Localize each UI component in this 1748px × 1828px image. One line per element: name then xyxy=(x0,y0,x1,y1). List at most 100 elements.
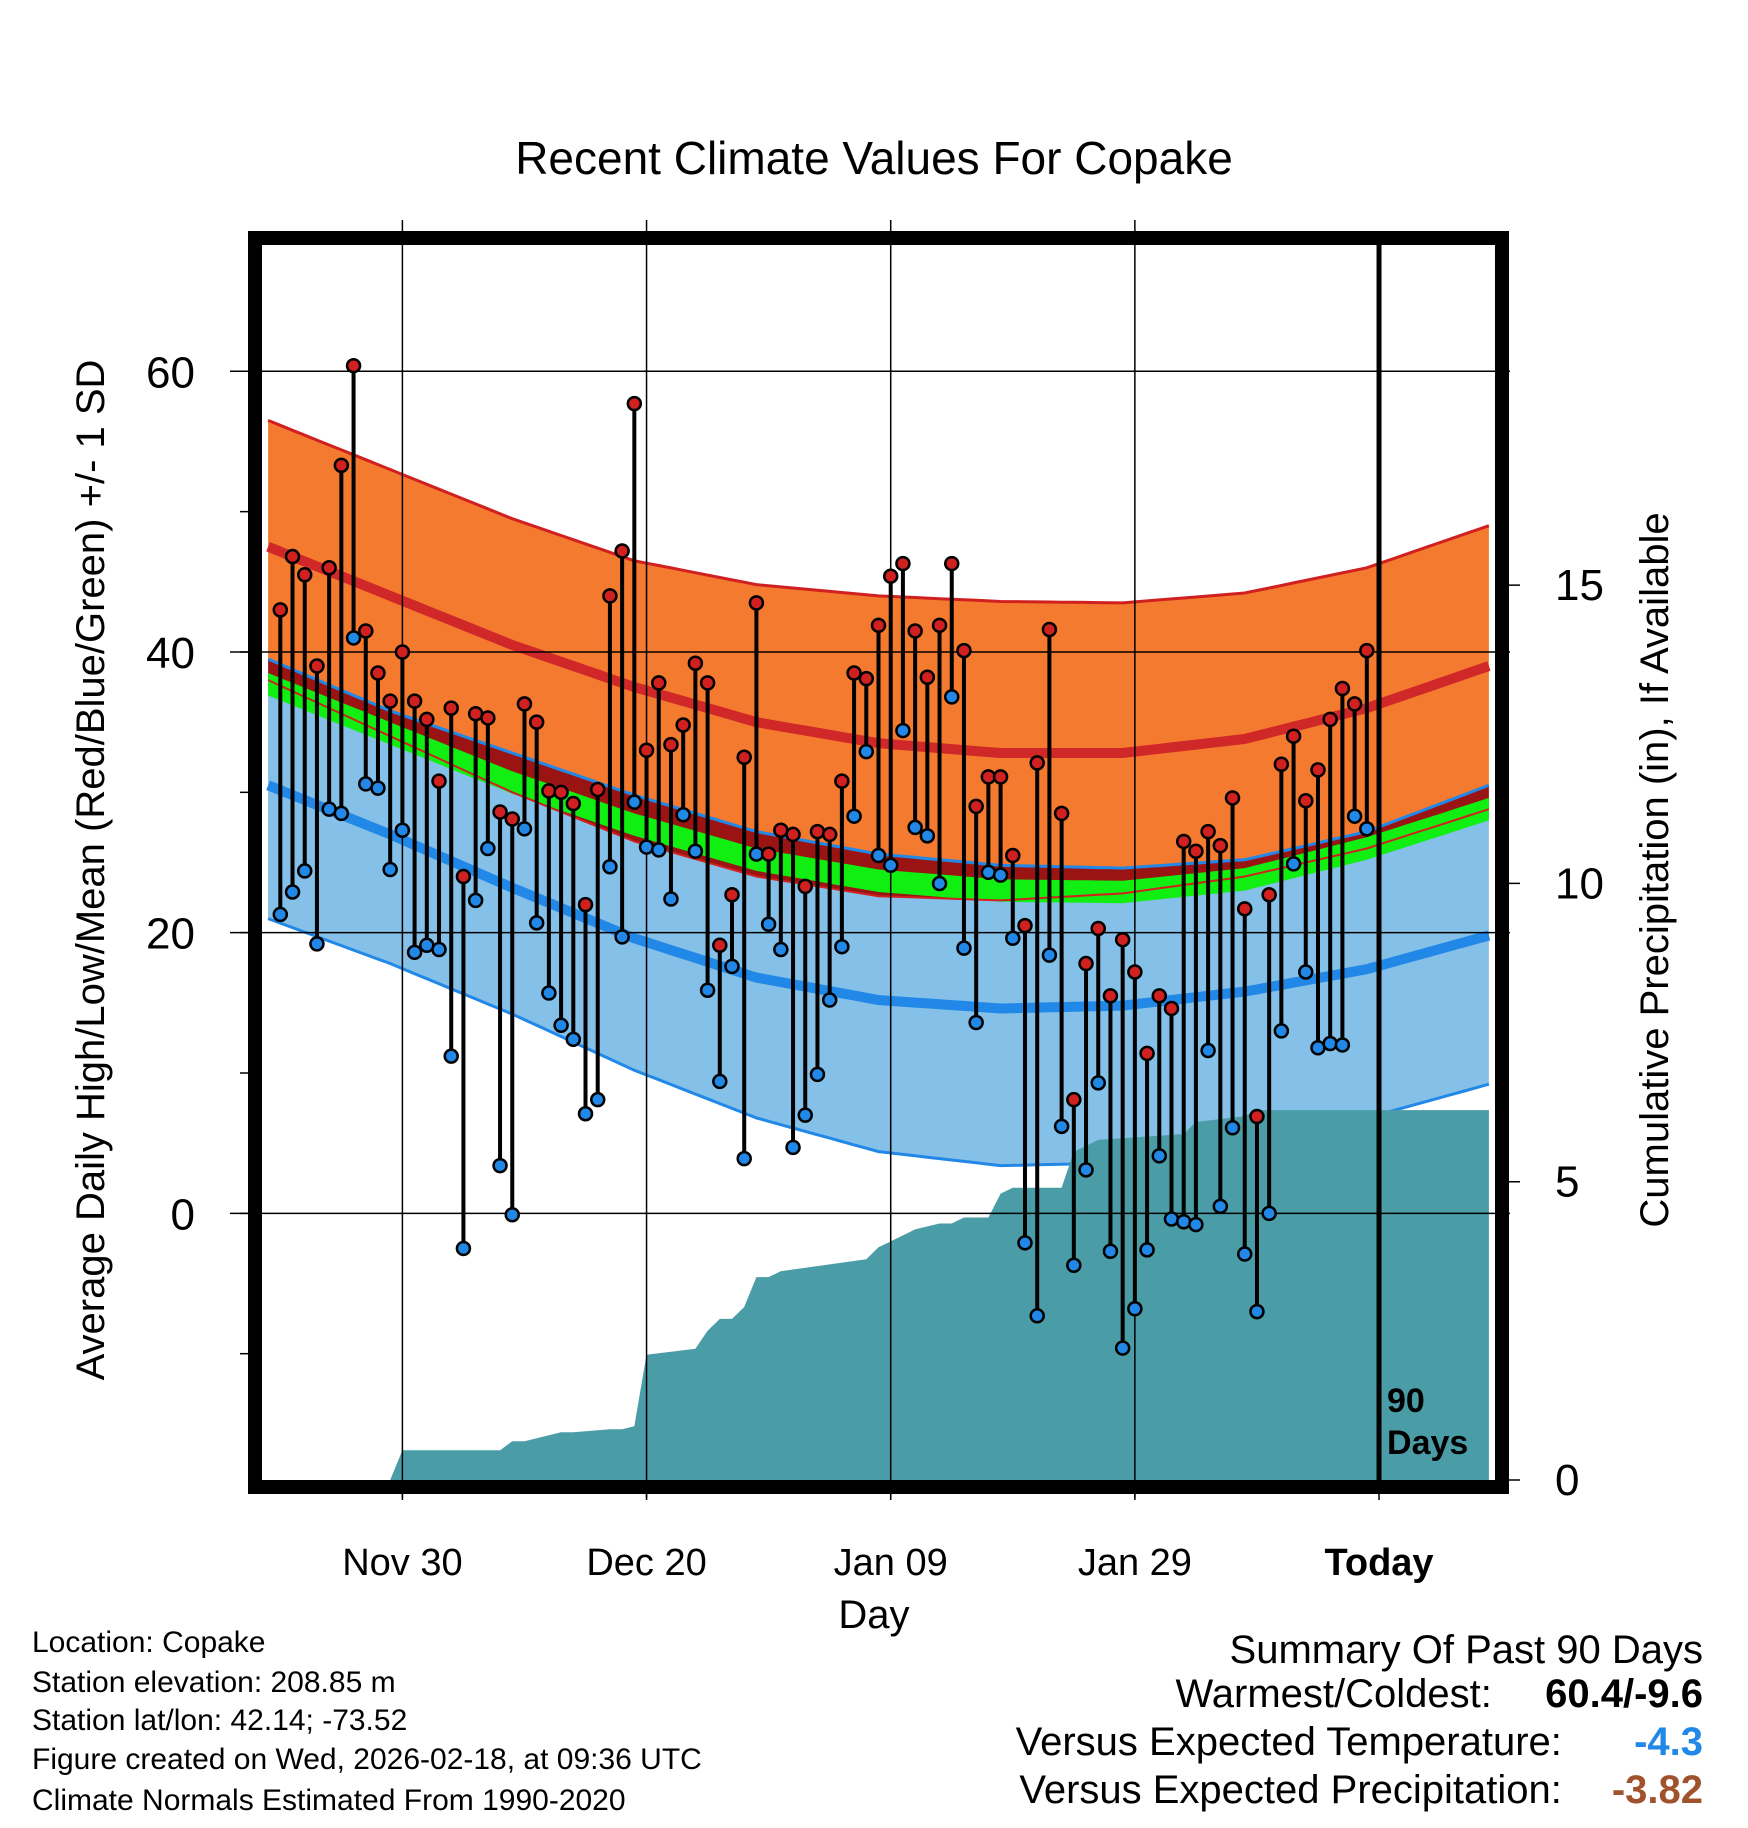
daily-low-point xyxy=(382,861,398,878)
daily-low-point xyxy=(699,982,716,998)
daily-high-point xyxy=(1188,843,1204,860)
daily-high-point xyxy=(345,357,362,374)
y-tick-label: 0 xyxy=(171,1190,195,1239)
daily-high-point xyxy=(358,623,374,639)
daily-low-point xyxy=(1017,1235,1033,1251)
daily-low-point xyxy=(760,916,777,932)
daily-high-point xyxy=(1212,837,1229,854)
daily-high-point xyxy=(675,717,691,733)
daily-high-point xyxy=(992,769,1009,785)
daily-high-point xyxy=(1359,642,1375,659)
daily-low-point xyxy=(1322,1035,1338,1052)
daily-low-point xyxy=(870,847,887,864)
daily-low-point xyxy=(834,938,850,955)
daily-high-point xyxy=(1151,988,1168,1004)
daily-low-point xyxy=(1236,1246,1253,1262)
daily-low-point xyxy=(284,884,301,900)
x-tick-label: Dec 20 xyxy=(586,1542,706,1584)
y2-tick-label: 15 xyxy=(1555,561,1604,610)
daily-high-point xyxy=(1127,964,1143,980)
daily-high-point xyxy=(1102,988,1119,1004)
axis-labels: Day Average Daily High/Low/Mean (Red/Blu… xyxy=(69,360,1677,1637)
normals-period-text: Climate Normals Estimated From 1990-2020 xyxy=(32,1784,626,1817)
daily-low-point xyxy=(1078,1162,1094,1178)
chart-title: Recent Climate Values For Copake xyxy=(515,132,1233,184)
daily-high-point xyxy=(455,868,472,885)
daily-high-point xyxy=(504,811,521,827)
daily-low-point xyxy=(968,1014,984,1031)
daily-low-point xyxy=(1212,1198,1229,1215)
daily-high-point xyxy=(785,826,801,843)
daily-low-point xyxy=(1224,1119,1241,1136)
precip-label: Versus Expected Precipitation: xyxy=(1019,1768,1562,1812)
daily-high-point xyxy=(870,617,887,634)
daily-high-point xyxy=(1236,901,1253,917)
daily-high-point xyxy=(565,795,582,812)
daily-low-point xyxy=(943,689,960,705)
daily-low-point xyxy=(370,780,386,796)
daily-high-point xyxy=(882,568,899,584)
daily-high-point xyxy=(1078,955,1094,972)
high-plus-sd-line xyxy=(267,419,1490,605)
daily-low-point xyxy=(1346,808,1363,824)
daily-high-point xyxy=(968,798,984,815)
elevation-text: Station elevation: 208.85 m xyxy=(32,1666,396,1699)
daily-low-point xyxy=(724,958,740,975)
daily-high-point xyxy=(760,846,777,862)
daily-low-point xyxy=(785,1139,801,1156)
daily-low-point xyxy=(443,1048,459,1064)
daily-high-point xyxy=(1310,762,1326,778)
low-mean-line xyxy=(266,780,1491,1014)
daily-high-point xyxy=(663,736,679,753)
daily-low-point xyxy=(980,864,997,881)
daily-high-point xyxy=(284,548,301,565)
daily-high-point xyxy=(1041,621,1058,638)
daily-low-point xyxy=(687,843,704,860)
daily-high-point xyxy=(895,555,911,572)
daily-low-point xyxy=(1334,1037,1351,1053)
daily-low-point xyxy=(1005,930,1021,947)
daily-low-point xyxy=(455,1240,472,1257)
daily-low-point xyxy=(773,941,789,958)
y2-axis: 0 5 10 15 xyxy=(1503,561,1604,1505)
daily-high-point xyxy=(809,823,826,840)
daily-low-point xyxy=(406,944,423,961)
daily-low-point xyxy=(480,840,496,857)
y-tick-label: 20 xyxy=(146,910,195,959)
x-tick-label: Nov 30 xyxy=(342,1542,462,1584)
daily-high-point xyxy=(1298,793,1314,809)
daily-low-point xyxy=(394,822,411,838)
window-label-line2: Days xyxy=(1387,1424,1468,1462)
daily-high-point xyxy=(724,887,740,903)
daily-low-point xyxy=(1285,856,1302,872)
daily-low-point xyxy=(907,819,923,836)
daily-low-point xyxy=(1175,1214,1192,1230)
daily-low-point xyxy=(931,875,948,892)
daily-high-point xyxy=(602,588,618,604)
daily-high-point xyxy=(443,700,459,716)
daily-low-point xyxy=(602,858,618,875)
daily-low-point xyxy=(675,807,691,823)
x-tick-label: Today xyxy=(1324,1542,1433,1584)
daily-low-point xyxy=(919,828,936,844)
daily-low-point xyxy=(504,1207,521,1223)
daily-high-point xyxy=(1090,920,1106,937)
daily-high-point xyxy=(1163,1000,1180,1017)
warmest-label: Warmest/Coldest: xyxy=(1175,1672,1492,1716)
y2-axis-label: Cumulative Precipitation (in), If Availa… xyxy=(1633,512,1677,1227)
daily-high-point xyxy=(748,595,765,611)
daily-high-point xyxy=(516,696,533,712)
daily-low-point xyxy=(895,722,911,739)
daily-high-point xyxy=(736,749,752,765)
daily-high-point xyxy=(797,878,814,895)
daily-low-point xyxy=(1127,1301,1143,1317)
location-text: Location: Copake xyxy=(32,1626,266,1659)
daily-low-point xyxy=(638,839,655,855)
y2-tick-label: 5 xyxy=(1555,1158,1579,1207)
daily-low-point xyxy=(614,929,630,945)
plot-border xyxy=(248,231,1509,1494)
daily-high-point xyxy=(687,655,704,671)
plot-frame: 0 20 40 60 0 5 10 15 Nov 30 Dec 20 Jan 09 Jan 29 Tod… xyxy=(146,231,1604,1584)
daily-low-point xyxy=(296,863,313,879)
daily-high-point xyxy=(419,711,435,728)
